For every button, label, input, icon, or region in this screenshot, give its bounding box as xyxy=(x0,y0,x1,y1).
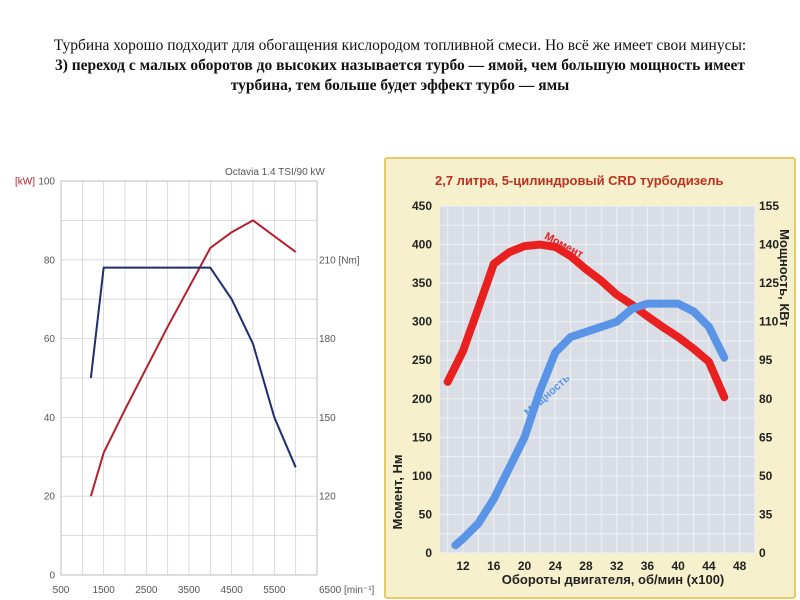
x-tick-label: 16 xyxy=(487,559,501,573)
x-tick-label: 3500 xyxy=(178,585,201,596)
grid xyxy=(440,205,756,554)
y-left-tick-label: 200 xyxy=(412,392,432,406)
y-left-tick-label: 100 xyxy=(38,177,55,188)
y-right-tick-label: 110 xyxy=(759,315,779,329)
x-tick-label: 28 xyxy=(579,559,593,573)
x-tick-label: 48 xyxy=(733,559,747,573)
x-tick-label: 500 xyxy=(53,585,70,596)
y-right-tick-label: 210 [Nm] xyxy=(319,255,360,266)
caption-line-1: Турбина хорошо подходит для обогащения к… xyxy=(53,37,747,54)
grid xyxy=(60,180,318,576)
caption-line-2: 3) переход с малых оборотов до высоких н… xyxy=(54,57,746,94)
x-tick-label: 2500 xyxy=(135,585,158,596)
y-right-tick-label: 80 xyxy=(759,392,773,406)
y-left-tick-label: 80 xyxy=(44,255,56,266)
plot-border xyxy=(60,180,318,576)
chart-title: Octavia 1.4 TSI/90 kW xyxy=(225,167,325,178)
y-axis-label-left: Момент, Нм xyxy=(390,455,405,530)
y-left-tick-label: 0 xyxy=(425,546,432,560)
axes: 500 1500 2500 3500 4500 5500 6500 [min⁻¹] 0 20 40… xyxy=(15,177,375,597)
y-left-tick-label: 60 xyxy=(44,334,56,345)
y-left-tick-label: 150 xyxy=(412,430,432,444)
y-right-tick-label: 125 xyxy=(759,276,779,290)
x-tick-label: 1500 xyxy=(93,585,116,596)
y-right-tick-label: 95 xyxy=(759,353,773,367)
y-left-tick-label: 400 xyxy=(412,238,432,252)
y-right-tick-label: 180 xyxy=(319,334,336,345)
x-tick-label: 32 xyxy=(610,559,624,573)
y-left-tick-label: 100 xyxy=(412,469,432,483)
y-left-tick-label: 250 xyxy=(412,353,432,367)
x-tick-label: 44 xyxy=(702,559,716,573)
y-left-tick-label: 350 xyxy=(412,276,432,290)
x-tick-label: 12 xyxy=(456,559,470,573)
y-left-tick-label: 300 xyxy=(412,315,432,329)
octavia-chart: Octavia 1.4 TSI/90 kW 500 1500 2500 3500 450… xyxy=(15,167,375,597)
power-line xyxy=(451,299,729,550)
y-right-tick-label: 65 xyxy=(759,430,773,444)
y-axis-label-right: Мощность, КВт xyxy=(777,229,792,327)
y-right-tick-label: 120 xyxy=(319,492,336,503)
y-left-tick-label: 450 xyxy=(412,199,432,213)
x-tick-label: 5500 xyxy=(263,585,286,596)
y-left-tick-label: 50 xyxy=(419,507,433,521)
chart-title: 2,7 литра, 5-цилиндровый CRD турбодизель xyxy=(435,173,723,188)
x-tick-label: 20 xyxy=(518,559,532,573)
x-tick-label: 36 xyxy=(641,559,655,573)
crd-diesel-chart: 2,7 литра, 5-цилиндровый CRD турбодизель… xyxy=(384,157,796,599)
power-line xyxy=(89,219,297,497)
y-right-tick-label: 50 xyxy=(759,469,773,483)
y-left-unit: [kW] xyxy=(15,177,35,188)
torque-line xyxy=(89,266,297,468)
y-right-tick-label: 140 xyxy=(759,238,779,252)
x-axis-label: Обороты двигателя, об/мин (x100) xyxy=(502,572,725,587)
series-group xyxy=(89,219,297,497)
y-right-tick-label: 150 xyxy=(319,413,336,424)
x-tick-label: 4500 xyxy=(221,585,244,596)
axes: 12 16 20 24 28 32 36 40 44 48 0 50 100 150 200 250 300 35… xyxy=(412,199,779,573)
y-right-tick-label: 35 xyxy=(759,507,773,521)
y-left-tick-label: 40 xyxy=(44,413,56,424)
y-right-tick-label: 0 xyxy=(759,546,766,560)
x-tick-label: 40 xyxy=(671,559,685,573)
slide-caption: Турбина хорошо подходит для обогащения к… xyxy=(40,36,760,96)
x-tick-label: 6500 [min⁻¹] xyxy=(319,585,375,596)
y-left-tick-label: 0 xyxy=(49,571,55,582)
torque-line xyxy=(443,240,729,402)
y-right-tick-label: 155 xyxy=(759,199,779,213)
x-tick-label: 24 xyxy=(549,559,563,573)
y-left-tick-label: 20 xyxy=(44,492,56,503)
